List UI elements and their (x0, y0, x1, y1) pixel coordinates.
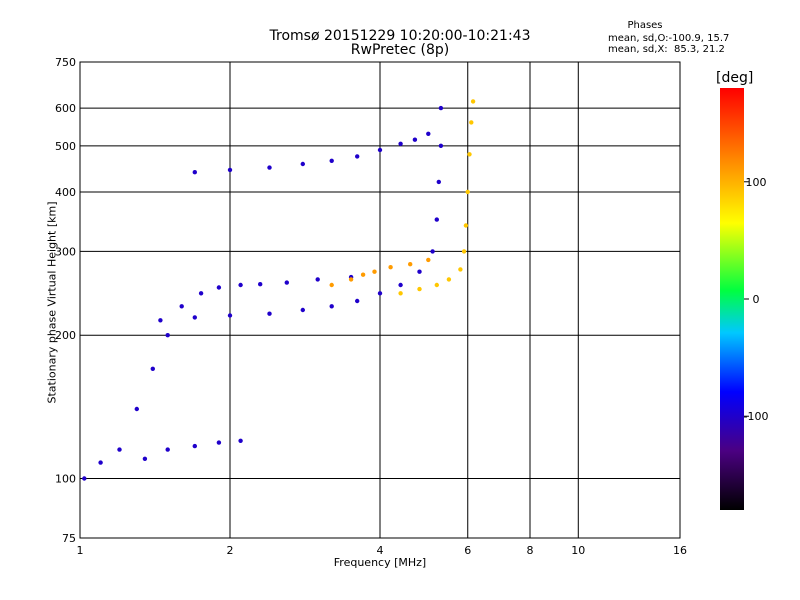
phases-x-mode: mean, sd,X: 85.3, 21.2 (608, 44, 725, 55)
data-point (329, 304, 334, 309)
x-tick-label: 16 (673, 544, 687, 557)
data-point (216, 440, 222, 445)
data-point (300, 307, 305, 313)
y-tick-label: 200 (55, 329, 76, 342)
data-point (134, 406, 139, 412)
y-tick-label: 100 (55, 473, 76, 486)
data-point (426, 131, 431, 136)
x-tick-label: 10 (571, 544, 585, 557)
colorbar-ticks: 100 0 -100 (744, 176, 769, 423)
data-point (446, 277, 452, 282)
data-point (348, 277, 354, 282)
data-point (458, 267, 463, 272)
colorbar (720, 88, 744, 510)
x-axis-ticks: 1 2 4 6 8 10 16 (77, 544, 688, 557)
y-tick-label: 300 (55, 245, 76, 258)
phases-header: Phases (627, 20, 663, 31)
data-point (398, 141, 403, 146)
data-point (467, 152, 472, 157)
plot-frame (79, 61, 681, 539)
data-point (430, 249, 435, 254)
data-point (98, 460, 103, 465)
data-point (372, 269, 377, 274)
data-point (165, 333, 170, 338)
data-point (461, 249, 467, 254)
colorbar-tick-label: -100 (744, 410, 769, 423)
data-point (142, 456, 148, 461)
data-point (355, 298, 360, 304)
data-point (192, 443, 197, 449)
chart-subtitle: RwPretec (8p) (350, 42, 450, 58)
data-point (398, 291, 403, 296)
data-point (227, 313, 233, 318)
x-tick-label: 4 (377, 544, 384, 557)
data-point (82, 476, 87, 481)
data-point (329, 158, 334, 163)
colorbar-unit: [deg] (716, 70, 754, 86)
data-point (417, 269, 422, 274)
y-tick-label: 75 (62, 532, 76, 545)
data-point (158, 318, 163, 323)
colorbar-tick-label: 100 (746, 176, 767, 189)
data-point (438, 143, 444, 148)
data-point (434, 282, 439, 288)
y-tick-label: 750 (55, 56, 76, 69)
colorbar-tick-label: 0 (753, 293, 760, 306)
data-point (315, 277, 320, 282)
data-point (469, 120, 474, 125)
data-point (388, 265, 393, 270)
data-point (360, 272, 366, 277)
data-point (438, 105, 444, 111)
y-axis-ticks: 75 100 200 300 400 500 600 750 (55, 56, 76, 545)
data-point (284, 280, 289, 285)
data-point (329, 282, 334, 288)
phases-o-mode: mean, sd,O:-100.9, 15.7 (608, 33, 730, 44)
chart-title: Tromsø 20151229 10:20:00-10:21:43 (269, 28, 531, 44)
plot-grid (80, 62, 680, 538)
y-tick-label: 400 (55, 186, 76, 199)
data-point (192, 170, 197, 175)
y-tick-label: 600 (55, 102, 76, 115)
data-point (398, 282, 403, 288)
data-point (150, 366, 155, 371)
data-point (417, 286, 422, 292)
data-point (463, 223, 469, 228)
data-point (216, 285, 222, 290)
data-point (408, 262, 413, 267)
x-tick-label: 8 (527, 544, 534, 557)
y-tick-label: 500 (55, 140, 76, 153)
data-point (377, 291, 383, 296)
data-point (198, 291, 204, 296)
data-point (355, 154, 360, 159)
data-point (300, 161, 305, 167)
x-tick-label: 6 (464, 544, 471, 557)
data-point (465, 189, 470, 195)
x-tick-label: 2 (227, 544, 234, 557)
data-point (258, 282, 263, 287)
data-point (377, 147, 383, 153)
data-point (165, 447, 170, 452)
data-point (436, 179, 441, 185)
data-point (192, 315, 197, 320)
data-point (227, 167, 233, 173)
data-point (179, 304, 184, 309)
x-axis-label: Frequency [MHz] (333, 556, 427, 569)
data-point (267, 165, 272, 170)
data-points (82, 99, 476, 481)
data-point (470, 99, 476, 104)
data-point (117, 447, 122, 452)
data-point (412, 137, 418, 142)
data-point (434, 217, 439, 222)
data-point (426, 257, 431, 263)
data-point (238, 282, 243, 288)
x-tick-label: 1 (77, 544, 84, 557)
data-point (238, 438, 243, 443)
data-point (267, 311, 272, 316)
